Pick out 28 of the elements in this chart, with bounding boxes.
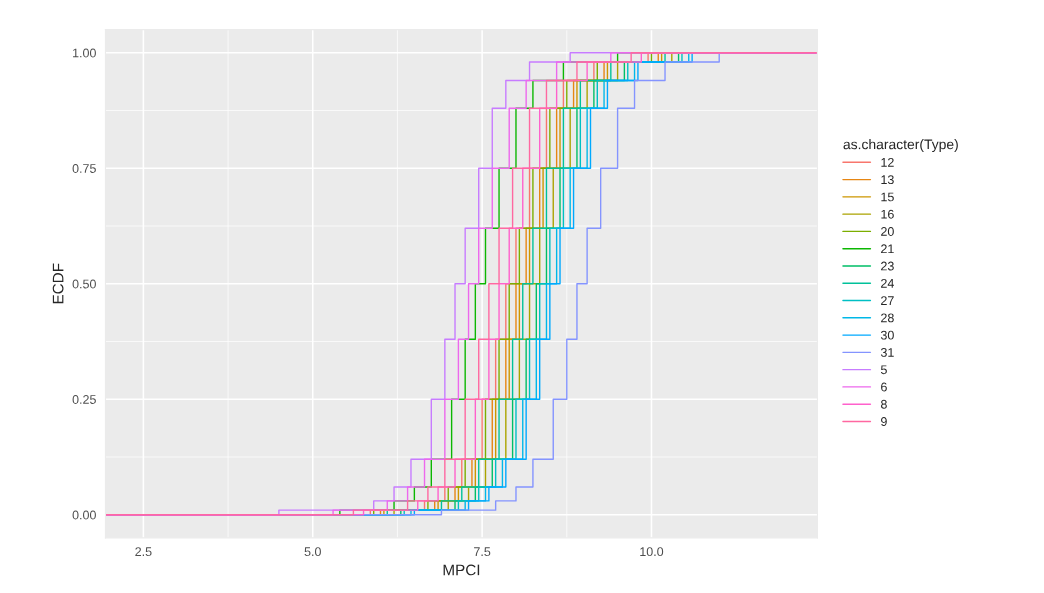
legend-label: 28 — [881, 313, 894, 323]
x-tick-label: 7.5 — [474, 547, 491, 557]
legend-label: 13 — [881, 175, 894, 185]
legend-label: 27 — [881, 296, 894, 305]
legend-label: 24 — [881, 278, 894, 288]
legend-label: 8 — [880, 399, 887, 409]
x-tick-label: 10.0 — [640, 547, 664, 557]
y-tick-label: 0.75 — [72, 164, 96, 173]
legend-label: 9 — [881, 417, 887, 426]
x-tick-label: 2.5 — [135, 547, 152, 557]
legend-label: 23 — [881, 261, 894, 271]
legend-label: 16 — [881, 209, 894, 219]
legend-label: 31 — [880, 348, 894, 357]
y-tick-label: 0.50 — [72, 279, 96, 289]
y-tick-label: 0.00 — [72, 510, 96, 520]
legend-label: 6 — [881, 382, 887, 392]
legend-label: 12 — [881, 157, 894, 167]
legend-label: 30 — [880, 330, 894, 340]
x-tick-label: 5.0 — [304, 547, 321, 557]
legend-label: 20 — [881, 227, 894, 236]
legend-label: 15 — [881, 192, 894, 202]
y-tick-label: 1.00 — [73, 48, 96, 58]
y-axis-title: ECDF — [52, 263, 64, 304]
legend-label: 21 — [881, 244, 894, 254]
legend-title: as.character(Type) — [843, 139, 958, 153]
legend-label: 5 — [880, 365, 887, 375]
y-tick-label: 0.25 — [72, 395, 96, 404]
x-axis-title: MPCI — [443, 564, 480, 576]
